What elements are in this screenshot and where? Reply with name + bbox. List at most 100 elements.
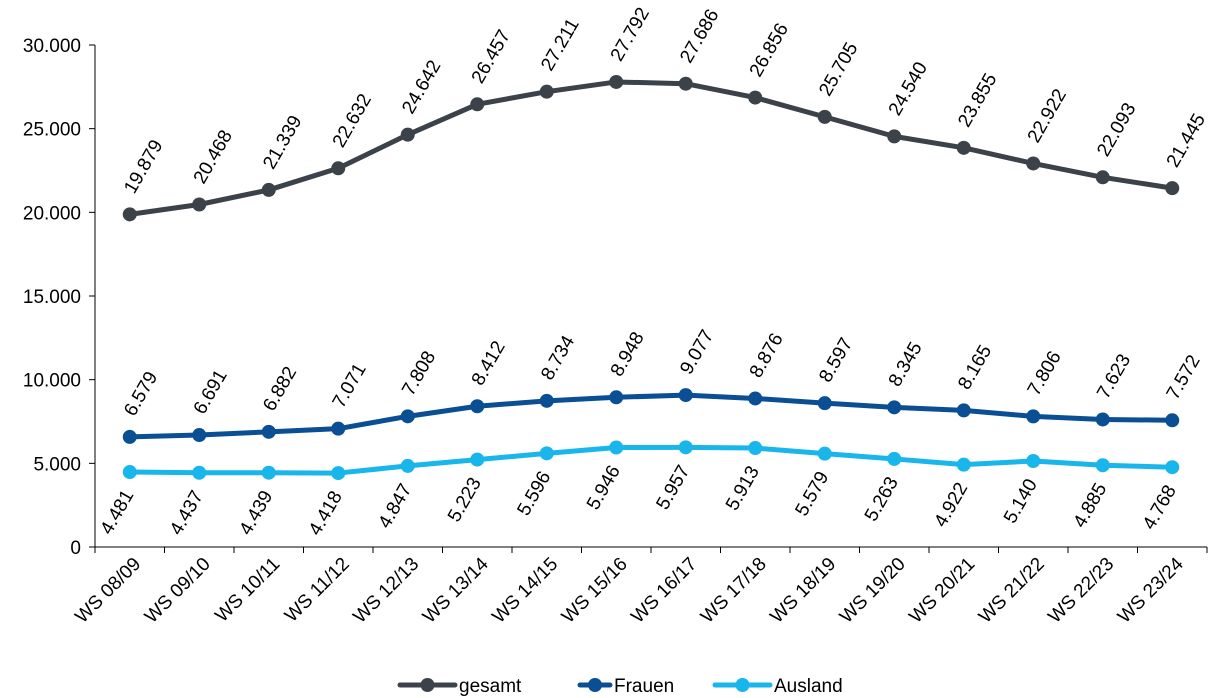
data-label: 7.806 [1024,348,1066,400]
data-label: 8.597 [815,334,857,386]
data-label: 7.623 [1093,351,1135,403]
x-tick-label: WS 14/15 [488,554,562,628]
series-lines [122,74,1180,481]
x-tick-label: WS 12/13 [349,554,423,628]
data-point [122,429,137,444]
data-label: 4.847 [374,480,416,532]
data-point [887,400,902,415]
data-label: 9.077 [676,326,718,378]
data-point [1095,170,1110,185]
data-point [400,127,415,142]
data-label: 5.263 [861,473,903,525]
x-tick-label: WS 21/22 [975,554,1049,628]
data-label: 25.705 [815,39,862,100]
data-point [1095,412,1110,427]
data-label: 4.768 [1139,482,1181,534]
data-point [331,421,346,436]
data-point [609,440,624,455]
data-label: 22.922 [1024,86,1071,147]
x-tick-label: WS 20/21 [905,554,979,628]
data-label: 5.140 [1000,475,1042,527]
data-label: 22.632 [329,90,376,151]
data-label: 26.457 [468,26,515,87]
x-tick-label: WS 22/23 [1044,554,1118,628]
data-label: 8.165 [954,342,996,394]
y-tick-label: 25.000 [23,120,81,141]
data-point [887,451,902,466]
x-tick-label: WS 08/09 [71,554,145,628]
data-point [261,182,276,197]
data-label: 23.855 [954,70,1001,131]
data-label: 21.339 [259,112,306,173]
data-point [539,393,554,408]
data-label: 5.946 [583,462,625,514]
data-label: 8.876 [746,330,788,382]
data-label: 20.468 [190,127,237,188]
data-label: 6.882 [259,363,301,415]
data-point [122,207,137,222]
legend-label-ausland: Ausland [774,676,843,697]
data-label: 4.437 [166,487,208,539]
y-tick-label: 15.000 [23,287,81,308]
data-label: 27.211 [537,15,584,75]
data-point [956,457,971,472]
data-label: 8.948 [607,329,649,381]
x-tick-label: WS 17/18 [697,554,771,628]
data-label: 24.540 [885,59,932,120]
data-label: 7.071 [329,360,371,412]
data-point [817,446,832,461]
legend-label-gesamt: gesamt [459,676,522,697]
data-label: 24.642 [398,57,445,118]
y-tick-label: 30.000 [23,36,81,57]
x-tick-label: WS 19/20 [836,554,910,628]
data-point [1026,409,1041,424]
data-point [748,441,763,456]
series-line-gesamt [127,79,1175,217]
data-point [400,458,415,473]
data-point [122,465,137,480]
data-label: 5.579 [791,468,833,520]
data-point [1026,453,1041,468]
data-point [1095,458,1110,473]
y-tick-label: 20.000 [23,203,81,224]
legend-label-frauen: Frauen [614,676,674,697]
data-label: 21.445 [1163,110,1210,171]
data-point [470,399,485,414]
data-point [678,440,693,455]
x-tick-label: WS 11/12 [281,554,354,627]
data-label: 22.093 [1093,99,1140,160]
x-tick-label: WS 13/14 [419,553,493,627]
data-label: 4.481 [96,487,138,539]
data-point [817,109,832,124]
data-label: 7.572 [1163,352,1205,404]
data-point [261,424,276,439]
legend-marker [588,678,602,692]
data-point [956,403,971,418]
data-label: 5.223 [444,474,486,526]
data-point [192,197,207,212]
data-point [678,388,693,403]
data-point [331,466,346,481]
y-tick-label: 0 [70,538,81,559]
data-label: 4.922 [930,479,972,531]
data-point [748,90,763,105]
data-label: 4.418 [305,488,347,540]
data-point [748,391,763,406]
data-label: 8.412 [468,338,510,390]
data-point [1165,460,1180,475]
data-label: 4.885 [1069,480,1111,532]
data-label: 4.439 [235,487,277,539]
data-label: 19.879 [120,137,167,198]
data-label: 8.345 [885,339,927,391]
legend: gesamt Frauen Ausland [397,676,843,697]
x-tick-label: WS 09/10 [141,554,215,628]
data-point [1026,156,1041,171]
data-point [470,452,485,467]
data-point [1165,181,1180,196]
data-label: 8.734 [537,332,579,384]
y-tick-label: 5.000 [33,454,81,475]
data-label: 7.808 [398,348,440,400]
x-tick-label: WS 18/19 [766,554,840,628]
